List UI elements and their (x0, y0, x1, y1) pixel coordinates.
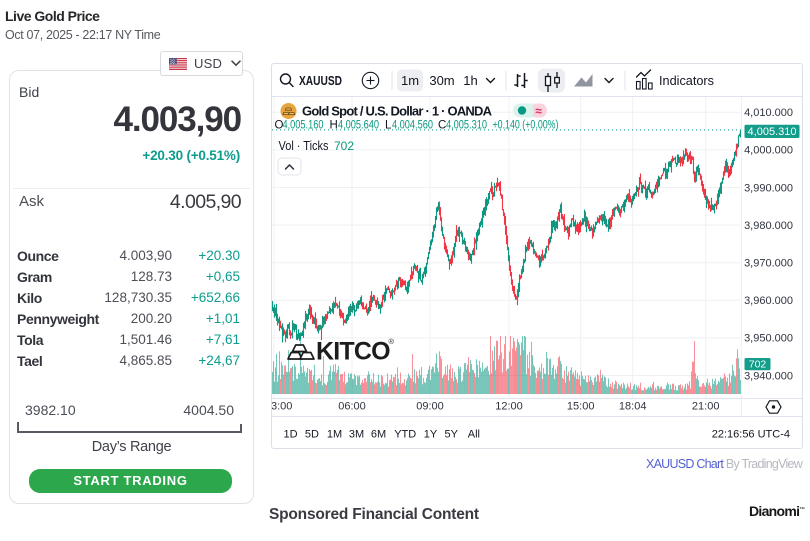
svg-text:H: H (330, 120, 338, 132)
svg-text:1m: 1m (401, 73, 419, 88)
svg-text:≈: ≈ (535, 104, 542, 118)
svg-text:1D: 1D (283, 428, 297, 440)
svg-text:Vol · Ticks: Vol · Ticks (279, 139, 329, 153)
svg-text:4,005.640: 4,005.640 (338, 120, 379, 132)
svg-text:3M: 3M (349, 428, 364, 440)
svg-text:3,960.000: 3,960.000 (744, 295, 793, 307)
svg-text:702: 702 (334, 139, 354, 153)
svg-text:09:00: 09:00 (416, 401, 444, 413)
svg-text:1M: 1M (327, 428, 342, 440)
svg-text:22:16:56 UTC-4: 22:16:56 UTC-4 (712, 428, 790, 440)
svg-text:3:00: 3:00 (272, 401, 292, 413)
svg-text:5Y: 5Y (444, 428, 458, 440)
svg-text:YTD: YTD (394, 428, 416, 440)
svg-text:3,970.000: 3,970.000 (744, 258, 793, 270)
svg-text:L: L (385, 120, 392, 132)
svg-text:4,000.000: 4,000.000 (744, 145, 793, 157)
svg-text:18:04: 18:04 (619, 401, 647, 413)
svg-text:C: C (438, 120, 446, 132)
svg-text:4,005.310: 4,005.310 (748, 126, 797, 138)
svg-text:21:00: 21:00 (692, 401, 720, 413)
svg-text:+0.140 (+0.00%): +0.140 (+0.00%) (493, 120, 559, 132)
svg-text:4,005.310: 4,005.310 (446, 120, 487, 132)
svg-text:1h: 1h (463, 73, 477, 88)
svg-text:4,004.560: 4,004.560 (392, 120, 433, 132)
svg-text:®: ® (389, 337, 395, 346)
svg-text:702: 702 (749, 358, 767, 370)
svg-text:30m: 30m (429, 73, 454, 88)
svg-text:4,005.160: 4,005.160 (283, 120, 324, 132)
svg-text:1Y: 1Y (424, 428, 438, 440)
svg-text:4,010.000: 4,010.000 (744, 107, 793, 119)
svg-text:12:00: 12:00 (495, 401, 523, 413)
svg-text:KITCO: KITCO (316, 338, 390, 366)
svg-text:All: All (468, 428, 480, 440)
svg-text:3,990.000: 3,990.000 (744, 182, 793, 194)
svg-text:06:00: 06:00 (338, 401, 366, 413)
svg-text:15:00: 15:00 (567, 401, 595, 413)
svg-text:5D: 5D (305, 428, 319, 440)
svg-text:O: O (275, 120, 284, 132)
svg-text:Gold Spot / U.S. Dollar · 1 ·: Gold Spot / U.S. Dollar · 1 · OANDA (302, 104, 493, 119)
svg-text:XAUUSD: XAUUSD (299, 73, 342, 88)
svg-text:3,940.000: 3,940.000 (744, 370, 793, 382)
svg-text:3,980.000: 3,980.000 (744, 220, 793, 232)
svg-text:Indicators: Indicators (659, 73, 714, 88)
svg-text:3,950.000: 3,950.000 (744, 333, 793, 345)
svg-text:6M: 6M (371, 428, 386, 440)
